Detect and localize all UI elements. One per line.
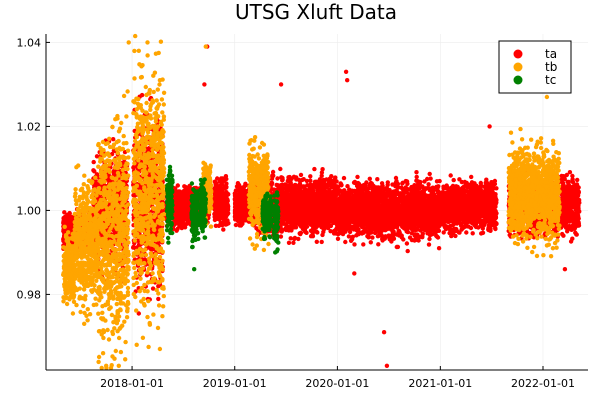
point-ta xyxy=(218,191,224,196)
point-ta xyxy=(275,176,280,181)
point-ta xyxy=(320,167,325,172)
point-ta xyxy=(221,227,226,232)
point-ta xyxy=(223,208,228,213)
point-ta xyxy=(291,240,296,245)
point-ta xyxy=(278,166,283,172)
point-ta xyxy=(182,188,188,194)
point-ta xyxy=(308,178,313,183)
point-ta xyxy=(62,228,67,233)
point-ta xyxy=(182,222,188,227)
point-ta xyxy=(156,284,161,289)
point-ta xyxy=(215,212,221,217)
point-ta xyxy=(92,169,97,174)
point-ta xyxy=(237,194,243,200)
point-ta xyxy=(271,173,276,178)
point-ta xyxy=(180,218,185,223)
point-ta xyxy=(314,239,319,244)
point-ta xyxy=(235,201,240,206)
point-ta xyxy=(239,213,245,218)
point-ta xyxy=(150,247,155,252)
point-ta xyxy=(177,198,182,203)
point-ta xyxy=(298,172,304,178)
point-ta xyxy=(224,218,229,223)
point-ta xyxy=(61,216,66,221)
point-ta xyxy=(223,174,229,179)
point-ta xyxy=(183,211,189,216)
point-ta xyxy=(217,194,223,200)
point-ta xyxy=(308,174,313,179)
point-ta xyxy=(216,184,221,189)
point-ta xyxy=(224,221,230,227)
point-ta xyxy=(232,197,238,202)
point-ta xyxy=(319,239,324,245)
point-ta xyxy=(213,208,219,213)
point-ta xyxy=(240,221,245,226)
point-ta xyxy=(332,177,337,182)
point-ta xyxy=(213,223,219,228)
point-ta xyxy=(94,181,99,187)
point-ta xyxy=(177,213,182,218)
point-ta xyxy=(324,185,329,190)
point-ta xyxy=(236,182,242,188)
point-ta xyxy=(304,230,309,235)
point-ta xyxy=(182,200,188,206)
point-ta xyxy=(312,166,317,172)
point-ta xyxy=(222,184,227,189)
point-ta xyxy=(62,210,67,215)
point-ta xyxy=(217,179,222,184)
point-ta xyxy=(178,194,183,199)
point-ta xyxy=(111,137,116,142)
point-ta xyxy=(179,208,184,213)
point-ta xyxy=(243,181,248,186)
point-ta xyxy=(156,296,161,302)
data-points xyxy=(61,33,582,371)
point-ta xyxy=(223,191,229,196)
point-ta xyxy=(274,182,279,188)
point-ta xyxy=(91,159,96,165)
point-ta xyxy=(217,198,222,203)
point-ta xyxy=(223,198,228,204)
point-ta xyxy=(225,212,230,217)
point-ta xyxy=(179,222,184,228)
point-ta xyxy=(233,192,238,197)
point-ta xyxy=(329,185,334,190)
point-ta xyxy=(131,165,136,170)
point-ta xyxy=(286,240,292,245)
point-ta xyxy=(219,205,224,210)
point-ta xyxy=(280,182,285,188)
point-ta xyxy=(67,215,73,220)
point-ta xyxy=(280,178,285,183)
point-ta xyxy=(243,202,248,207)
point-ta xyxy=(317,177,323,182)
point-ta xyxy=(131,193,136,198)
point-ta xyxy=(301,177,306,182)
chart-title: UTSG Xluft Data xyxy=(235,0,397,24)
